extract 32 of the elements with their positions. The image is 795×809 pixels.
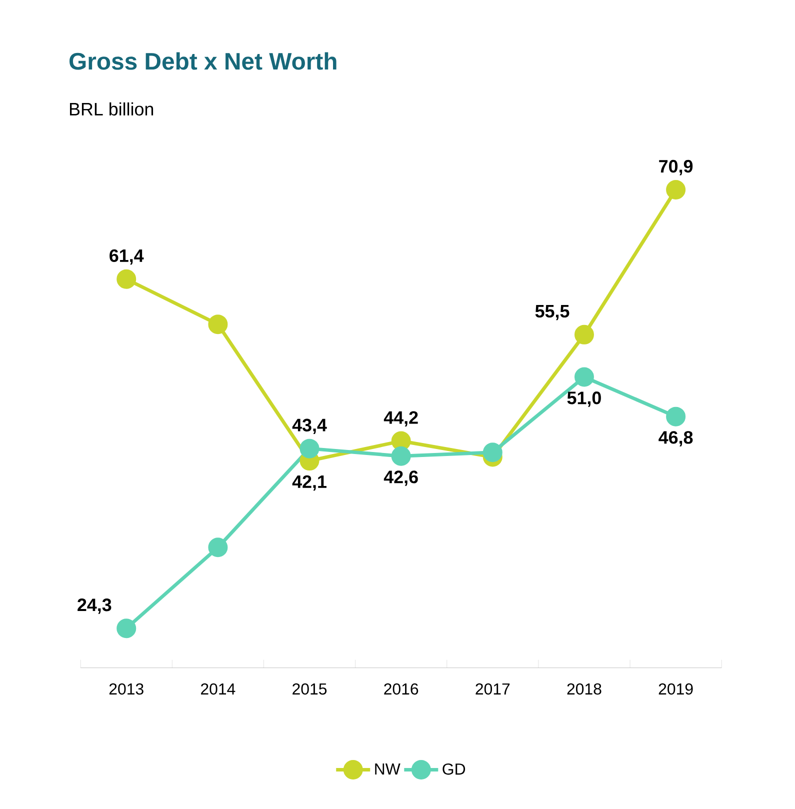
x-tick-label: 2016 [384, 683, 418, 695]
legend-label: NW [375, 764, 400, 774]
data-label: 42,6 [384, 470, 418, 486]
data-label: 44,2 [384, 411, 418, 427]
chart-subtitle: BRL billion [70, 102, 154, 116]
data-label: 70,9 [659, 160, 693, 176]
legend-label: GD [442, 763, 466, 775]
data-label: 46,8 [658, 431, 693, 446]
point [116, 269, 136, 289]
x-tick-label: 2017 [476, 683, 510, 695]
point [391, 446, 411, 466]
point [574, 324, 594, 344]
point [666, 180, 686, 200]
x-tick-label: 2019 [658, 683, 693, 695]
data-label: 24,3 [78, 598, 112, 614]
x-tick-label: 2013 [109, 683, 144, 695]
x-tick-label: 2014 [201, 683, 236, 695]
point [208, 538, 228, 558]
point [482, 442, 502, 462]
chart-title: Gross Debt x Net Worth [70, 52, 336, 70]
data-label: 43,4 [292, 418, 327, 434]
data-label: 61,4 [110, 249, 144, 265]
data-label: 51,0 [567, 392, 601, 407]
point [208, 314, 228, 334]
x-tick-label: 2015 [292, 683, 327, 695]
point [666, 406, 686, 426]
point [300, 438, 320, 458]
x-tick-label: 2018 [567, 683, 602, 695]
point [116, 618, 136, 638]
data-label: 55,5 [535, 305, 570, 320]
point [574, 367, 594, 387]
data-label: 42,1 [292, 475, 326, 491]
